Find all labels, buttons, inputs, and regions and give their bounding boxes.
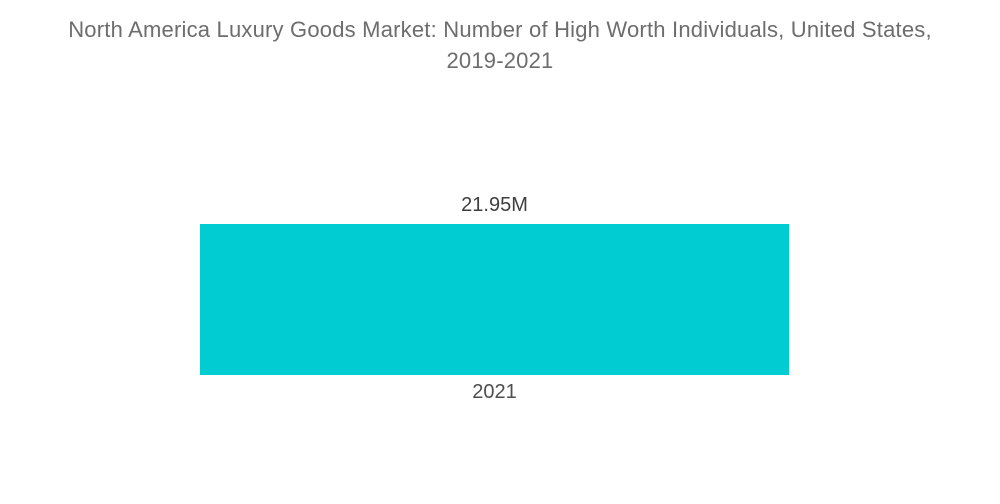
chart-title: North America Luxury Goods Market: Numbe…	[0, 14, 1000, 76]
bar-value-label: 21.95M	[461, 194, 528, 216]
bar-2021	[200, 224, 789, 375]
category-axis-label: 2021	[472, 381, 517, 403]
chart-title-line1: North America Luxury Goods Market: Numbe…	[68, 17, 932, 42]
chart-title-line2: 2019-2021	[446, 48, 554, 73]
